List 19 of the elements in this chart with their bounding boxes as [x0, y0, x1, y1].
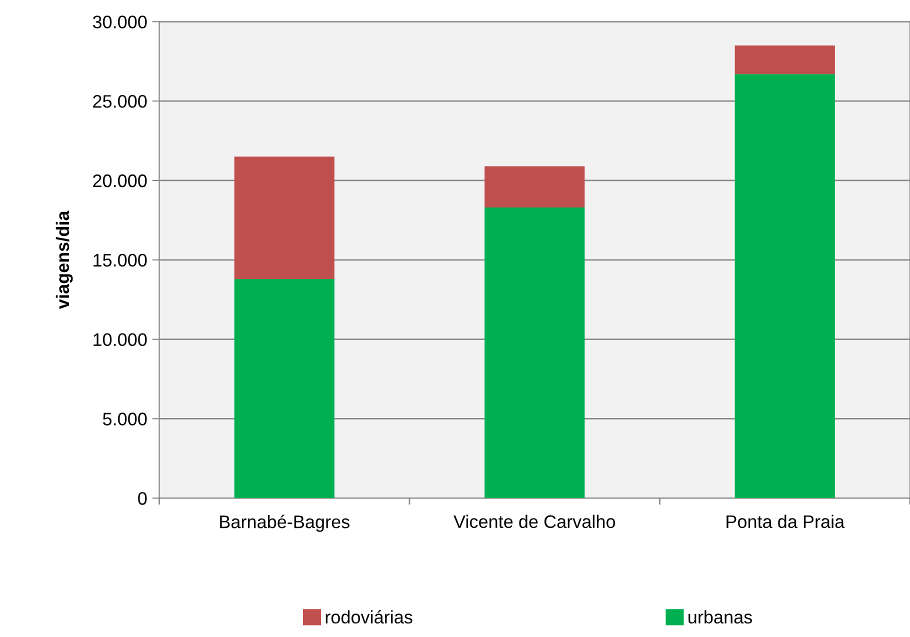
bar [734, 74, 835, 498]
x-tick-label: Vicente de Carvalho [454, 514, 616, 528]
bar [484, 166, 585, 208]
bar [234, 278, 334, 498]
bar [234, 156, 334, 279]
y-tick-label: 5.000 [102, 412, 147, 426]
x-tick-label: Ponta da Praia [726, 514, 845, 528]
x-tick-label: Barnabé-Bagres [220, 514, 350, 532]
y-axis-title: viagens/dia [56, 210, 73, 309]
y-tick-label: 30.000 [92, 16, 147, 28]
y-tick-label: 25.000 [93, 95, 147, 108]
y-tick-label: 0 [138, 492, 147, 505]
bar [734, 45, 835, 74]
legend-label: rodoviárias [326, 610, 412, 624]
legend-label: urbanas [688, 610, 752, 624]
bar [484, 207, 585, 498]
y-tick-label: 15.000 [94, 254, 147, 267]
y-tick-label: 10.000 [94, 333, 147, 346]
y-tick-label: 20.000 [93, 174, 147, 188]
